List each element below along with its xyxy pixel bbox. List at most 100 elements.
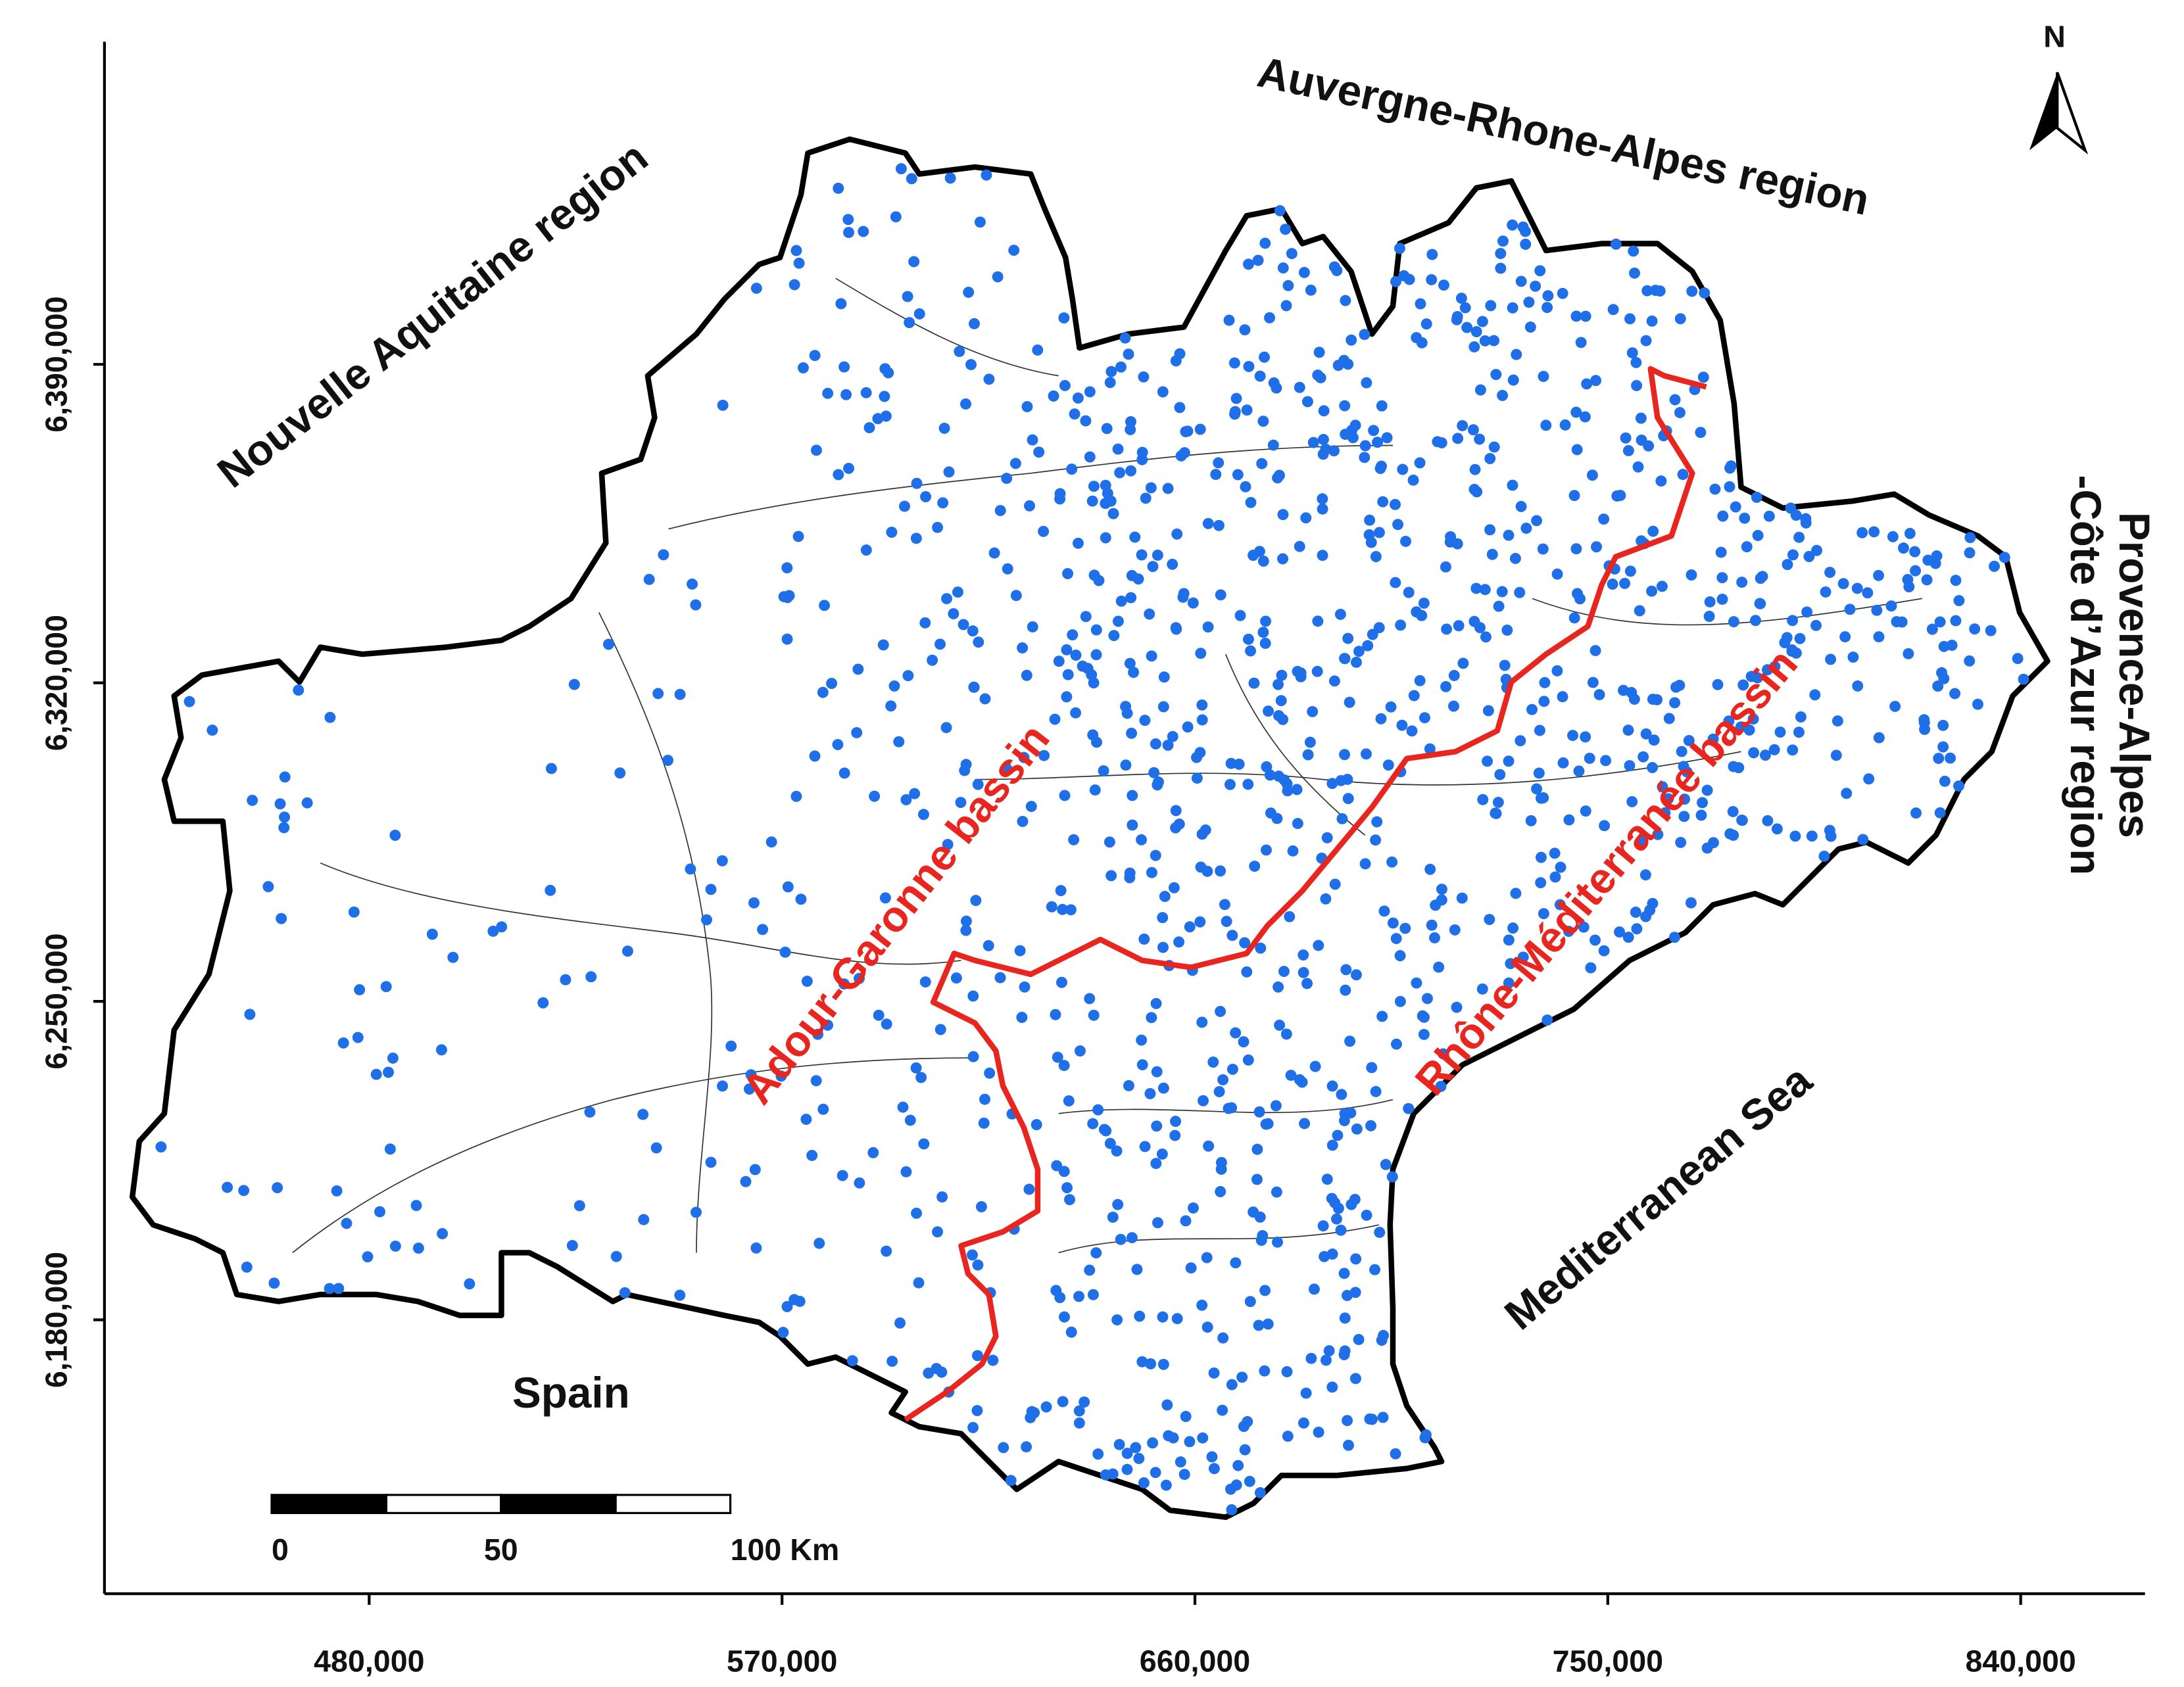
boundary (1058, 1224, 1379, 1254)
station (1061, 691, 1073, 703)
station (1274, 205, 1286, 216)
station (1093, 575, 1105, 586)
station (674, 688, 686, 700)
station (1647, 525, 1659, 537)
station (1051, 1160, 1063, 1172)
station (1873, 732, 1885, 744)
basin-boundary (904, 366, 1707, 1423)
station (1207, 1057, 1219, 1068)
station (1531, 783, 1543, 795)
station (1367, 629, 1378, 640)
station (1238, 1036, 1250, 1048)
station (1507, 479, 1518, 491)
station (1470, 326, 1482, 337)
station (1589, 934, 1601, 946)
y-tick-label: 6,180,000 (39, 1252, 73, 1388)
station (1074, 1045, 1086, 1057)
station (1534, 265, 1546, 277)
station (1745, 671, 1757, 682)
station (1119, 332, 1131, 344)
station (832, 739, 844, 751)
station (948, 608, 959, 619)
station (1203, 1140, 1215, 1152)
station (1909, 546, 1921, 558)
station (1825, 830, 1837, 842)
station (1471, 486, 1483, 498)
station (1541, 1014, 1553, 1026)
station (1499, 659, 1511, 671)
station (1902, 573, 1914, 585)
station (1789, 830, 1801, 842)
station (1273, 469, 1285, 481)
station (1184, 1436, 1196, 1448)
station (1331, 1213, 1342, 1225)
station (1255, 942, 1267, 954)
station (1837, 578, 1849, 590)
station (1447, 700, 1459, 712)
station (1273, 981, 1284, 993)
stations (155, 163, 2029, 1515)
station (1259, 237, 1271, 249)
station (1168, 882, 1180, 893)
station (1370, 1085, 1382, 1097)
station (1049, 713, 1061, 725)
station (1469, 463, 1481, 475)
station (1104, 1137, 1116, 1149)
station (1066, 463, 1078, 475)
station (920, 491, 932, 502)
station (387, 1052, 399, 1064)
station (1755, 598, 1766, 609)
station (994, 972, 1006, 984)
station (1436, 884, 1447, 895)
station (1061, 644, 1073, 655)
station (1736, 815, 1748, 826)
station (1361, 377, 1372, 389)
station (1417, 1010, 1428, 1022)
station (1636, 435, 1647, 446)
station (1128, 667, 1140, 678)
station (1262, 1118, 1274, 1129)
station (1885, 600, 1897, 612)
station (1125, 592, 1137, 604)
station (1390, 577, 1401, 588)
station (1382, 759, 1394, 771)
station (1655, 475, 1667, 487)
station (838, 767, 850, 779)
station (1549, 871, 1561, 883)
station (967, 990, 979, 1002)
station (1554, 899, 1566, 911)
station (1497, 235, 1509, 247)
station (1359, 452, 1371, 463)
station (1065, 1326, 1077, 1338)
station (833, 182, 844, 194)
station (1494, 769, 1506, 780)
station (860, 544, 872, 556)
station (1335, 1224, 1347, 1236)
station (1317, 1220, 1329, 1232)
station (1257, 416, 1269, 427)
station (1969, 623, 1981, 635)
station (1373, 527, 1385, 538)
station (1675, 836, 1687, 848)
station (1196, 699, 1208, 711)
station (1395, 619, 1407, 631)
station (1219, 899, 1230, 911)
station (1416, 337, 1428, 348)
station (1280, 224, 1292, 235)
station (1053, 655, 1065, 667)
station (1476, 983, 1488, 995)
y-tick-label: 6,390,000 (39, 297, 73, 433)
station (1019, 981, 1031, 993)
station (1787, 744, 1799, 756)
station (1048, 390, 1059, 402)
station (1631, 923, 1643, 935)
station (1418, 1028, 1430, 1040)
station (971, 1405, 983, 1417)
station (1624, 760, 1636, 772)
station (1305, 284, 1317, 296)
station (1677, 469, 1689, 481)
station (998, 1442, 1009, 1454)
station (790, 245, 802, 256)
station (1277, 553, 1289, 565)
station (1360, 748, 1372, 760)
